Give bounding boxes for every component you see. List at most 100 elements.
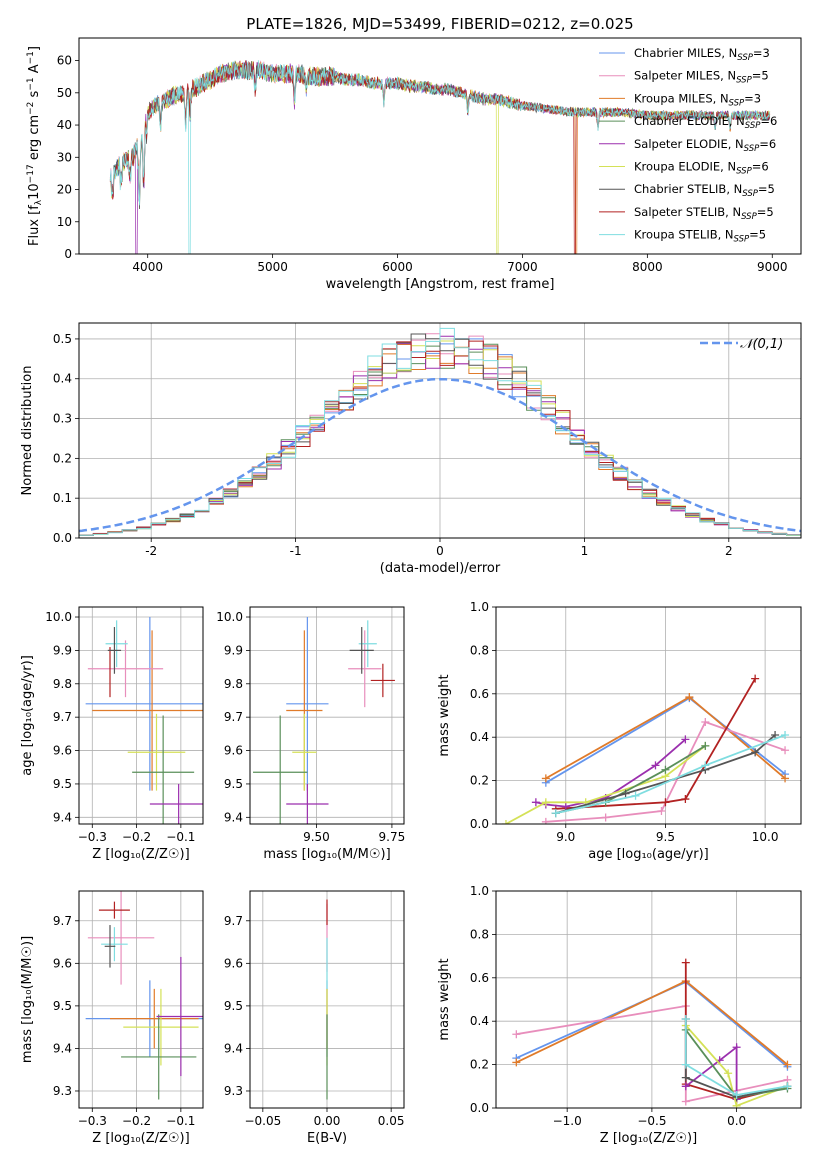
legend-entry: Salpeter ELODIE, NSSP=6 (634, 137, 776, 154)
plot-area (253, 617, 395, 824)
y-tick-label: 9.4 (224, 1041, 243, 1055)
weight-series (541, 718, 790, 824)
axes-frame (78, 890, 204, 1109)
weight-point-marker (631, 791, 640, 800)
x-tick-label: 10.0 (752, 830, 779, 844)
y-tick-label: 9.8 (224, 677, 243, 691)
errorbar-point (292, 713, 317, 791)
y-axis-label: Flux [fλ10−17 erg cm−2 s−1 A−1] (26, 46, 44, 246)
legend-entry: 𝒩(0,1) (740, 337, 783, 352)
weight-point-marker (501, 820, 510, 824)
weight-point-marker (681, 1097, 690, 1106)
legend-entry: Kroupa STELIB, NSSP=5 (634, 228, 766, 245)
errorbar-point (156, 956, 203, 1077)
axes-frame (495, 890, 802, 1109)
panel-mass_vs_EBV: −0.05 0.00 0.05 9.3 9.4 9.5 9.6 9.7 E(B-V) (224, 890, 405, 1146)
errorbar-point (87, 891, 155, 985)
weight-series (541, 693, 790, 783)
x-tick-label: 0.0 (727, 1114, 746, 1128)
x-tick-label: 0.05 (378, 1114, 405, 1128)
panel-weight_vs_age: 9.0 9.5 10.0 0.0 0.2 0.4 0.6 0.8 1.0 age [log₁₀(a… (437, 600, 802, 862)
weight-point-marker (724, 1069, 733, 1078)
y-tick-label: 0.0 (470, 1101, 489, 1115)
y-tick-label: 10.0 (45, 610, 72, 624)
x-axis-label: Z [log₁₀(Z/Z☉)] (600, 1131, 697, 1146)
errorbar-point (101, 927, 128, 962)
x-tick-label: 9.75 (379, 830, 406, 844)
x-axis-label: E(B-V) (307, 1131, 347, 1146)
weight-point-marker (751, 748, 760, 757)
weight-point-marker (551, 809, 560, 818)
weight-point-marker (661, 798, 670, 807)
y-tick-label: 9.5 (53, 777, 72, 791)
x-tick-label: -2 (145, 544, 157, 558)
x-tick-label: −0.5 (637, 1114, 666, 1128)
weight-point-marker (681, 1073, 690, 1082)
weight-point-marker (512, 1058, 521, 1067)
weight-point-marker (681, 735, 690, 744)
weight-point-marker (621, 789, 630, 798)
weight-point-marker (781, 746, 790, 755)
weight-point-marker (541, 817, 550, 824)
axes-frame (78, 322, 802, 539)
y-tick-label: 9.5 (224, 999, 243, 1013)
y-tick-label: 0.0 (53, 531, 72, 545)
y-tick-label: 0.6 (470, 687, 489, 701)
x-tick-label: 9.0 (556, 830, 575, 844)
weight-point-marker (681, 795, 690, 804)
y-tick-label: 9.9 (53, 643, 72, 657)
legend-entry: Chabrier MILES, NSSP=3 (634, 46, 770, 63)
legend-entry: Salpeter MILES, NSSP=5 (634, 69, 769, 86)
weight-series-line (505, 745, 706, 824)
y-tick-label: 0.2 (470, 1058, 489, 1072)
weight-point-marker (701, 718, 710, 727)
y-tick-label: 50 (57, 86, 72, 100)
x-tick-label: −0.1 (166, 1114, 195, 1128)
y-tick-label: 0.8 (470, 927, 489, 941)
x-tick-label: 9.5 (656, 830, 675, 844)
weight-series-line (684, 1019, 788, 1096)
weight-series-line (685, 1045, 738, 1100)
weight-series (551, 731, 790, 818)
weight-series (551, 674, 760, 813)
panel-weight_vs_Z: −1.0 −0.5 0.0 0.0 0.2 0.4 0.6 0.8 1.0 Z [log₁₀(Z/… (437, 884, 802, 1146)
spectrum-series-line (110, 60, 771, 254)
y-tick-label: 9.6 (53, 744, 72, 758)
legend: Chabrier MILES, NSSP=3 Salpeter MILES, NS… (599, 46, 777, 245)
x-axis-label: age [log₁₀(age/yr)] (588, 847, 709, 862)
y-tick-label: 0.5 (53, 332, 72, 346)
panel-age_vs_Z: −0.3 −0.2 −0.1 9.4 9.5 9.6 9.7 9.8 9.9 10.0 Z [log… (20, 606, 204, 862)
y-tick-label: 0.4 (470, 730, 489, 744)
plot-area (79, 327, 801, 538)
errorbar-point (98, 901, 130, 919)
y-tick-label: 0 (64, 247, 72, 261)
errorbar-point (149, 783, 203, 824)
axes-frame (78, 37, 802, 255)
y-tick-label: 0.2 (53, 451, 72, 465)
weight-point-marker (681, 1082, 690, 1091)
errorbar-point (348, 630, 382, 708)
x-axis-label: Z [log₁₀(Z/Z☉)] (92, 847, 189, 862)
errorbar-point (349, 627, 374, 674)
errorbar-point (110, 988, 199, 1049)
y-tick-label: 0.3 (53, 412, 72, 426)
histogram-series (79, 327, 801, 538)
x-tick-label: 0.00 (314, 1114, 341, 1128)
x-axis-label: Z [log₁₀(Z/Z☉)] (92, 1131, 189, 1146)
x-tick-label: −1.0 (553, 1114, 582, 1128)
y-tick-label: 10.0 (216, 610, 243, 624)
y-tick-label: 9.5 (224, 777, 243, 791)
x-tick-label: 4000 (132, 260, 163, 274)
y-tick-label: 9.8 (53, 677, 72, 691)
panel-mass_vs_Z: −0.3 −0.2 −0.1 9.3 9.4 9.5 9.6 9.7 Z [log₁₀(Z/Z☉… (20, 890, 204, 1146)
x-tick-label: −0.3 (78, 830, 107, 844)
x-tick-label: 8000 (632, 260, 663, 274)
legend-entry: Kroupa MILES, NSSP=3 (634, 91, 761, 108)
weight-point-marker (681, 958, 690, 967)
plot-area (85, 891, 203, 1100)
panel-spectrum: 4000 5000 6000 7000 8000 9000 0 10 20 30 40 50 60 wav… (26, 37, 802, 292)
y-tick-label: 30 (57, 150, 72, 164)
axes-frame (249, 890, 405, 1109)
y-tick-label: 9.6 (224, 744, 243, 758)
y-tick-label: 0.8 (470, 643, 489, 657)
